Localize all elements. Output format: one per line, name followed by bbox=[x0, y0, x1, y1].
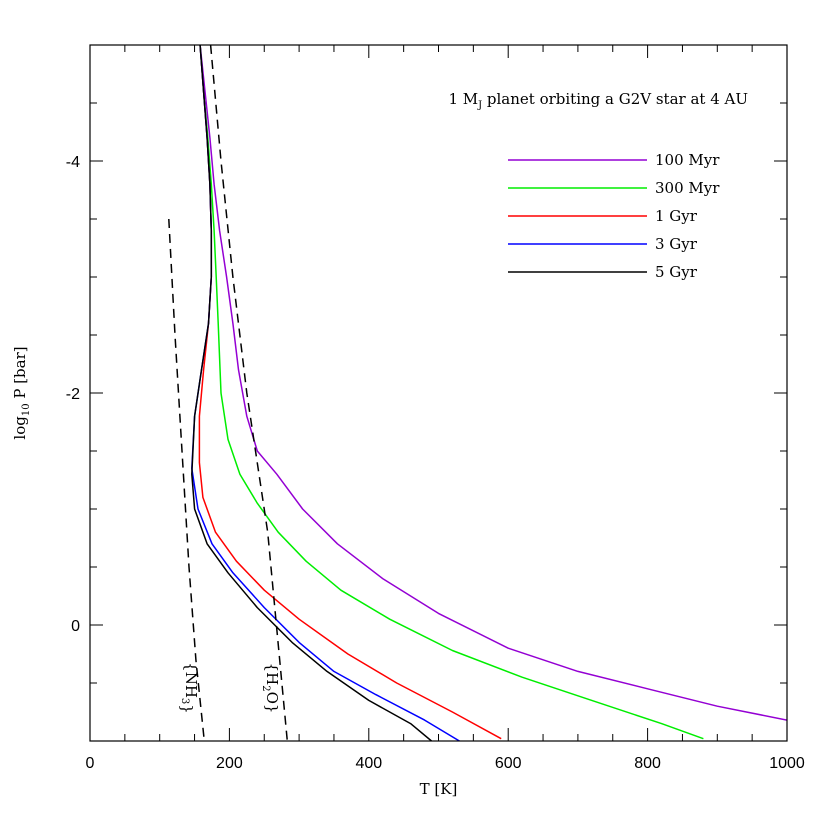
ticks-layer bbox=[89, 44, 788, 742]
y-axis-title-prefix: log bbox=[11, 416, 29, 440]
y-tick-label: 0 bbox=[71, 618, 80, 635]
series-line-1 bbox=[199, 45, 704, 740]
y-tick-label: -2 bbox=[66, 386, 80, 403]
legend-label: 5 Gyr bbox=[655, 263, 698, 281]
condensation-label-1: {H2O} bbox=[260, 663, 281, 714]
y-axis-title-suffix: P [bar] bbox=[11, 346, 29, 403]
annotation-sub: J bbox=[477, 100, 482, 111]
series-line-3 bbox=[191, 45, 460, 741]
series-line-0 bbox=[199, 45, 787, 721]
x-tick-label: 600 bbox=[495, 755, 522, 772]
condensation-curve-0 bbox=[168, 218, 206, 741]
condensation-curve-1 bbox=[209, 45, 289, 741]
annotation-prefix: 1 M bbox=[448, 90, 478, 108]
labels-layer: 0 200 400 600 800 1000 0 -2 -4 {NH3} {H2O} bbox=[66, 154, 805, 772]
condensation-label-0: {NH3} bbox=[178, 662, 200, 714]
legend: 100 Myr 300 Myr 1 Gyr 3 Gyr 5 Gyr bbox=[508, 151, 720, 281]
x-tick-label: 0 bbox=[86, 755, 95, 772]
x-tick-label: 200 bbox=[216, 755, 243, 772]
series-line-4 bbox=[191, 45, 432, 741]
legend-label: 100 Myr bbox=[655, 151, 720, 169]
legend-label: 1 Gyr bbox=[655, 207, 698, 225]
legend-label: 3 Gyr bbox=[655, 235, 698, 253]
legend-label: 300 Myr bbox=[655, 179, 720, 197]
annotation-suffix: planet orbiting a G2V star at 4 AU bbox=[482, 90, 748, 108]
series-line-2 bbox=[198, 45, 502, 740]
condensation-layer bbox=[168, 45, 289, 741]
x-tick-label: 400 bbox=[355, 755, 382, 772]
x-axis-title: T [K] bbox=[420, 780, 458, 798]
chart-annotation: 1 MJ planet orbiting a G2V star at 4 AU bbox=[448, 90, 748, 111]
x-tick-label: 800 bbox=[634, 755, 661, 772]
curves-layer bbox=[191, 45, 787, 741]
y-tick-label: -4 bbox=[66, 154, 80, 171]
plot-frame bbox=[89, 44, 788, 742]
y-axis-title: log10 P [bar] bbox=[11, 346, 32, 439]
y-axis-title-sub: 10 bbox=[21, 403, 32, 416]
x-tick-label: 1000 bbox=[769, 755, 805, 772]
